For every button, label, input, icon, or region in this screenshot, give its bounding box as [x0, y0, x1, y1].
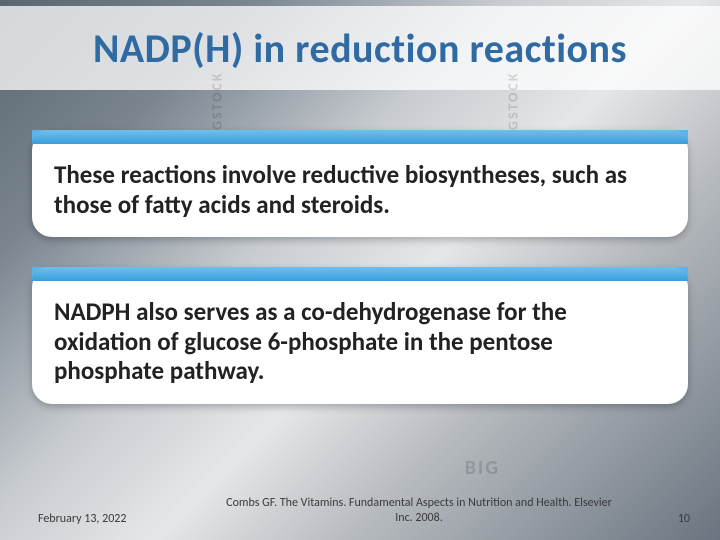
content-area: These reactions involve reductive biosyn… [0, 90, 720, 540]
card-text: These reactions involve reductive biosyn… [54, 160, 666, 219]
slide-title: NADP(H) in reduction reactions [93, 24, 627, 73]
title-band: NADP(H) in reduction reactions [0, 6, 720, 90]
footer-page-number: 10 [630, 512, 690, 526]
slide: BIGSTOCK BIGSTOCK BIG STOCK NADP(H) in r… [0, 0, 720, 540]
footer-date: February 13, 2022 [38, 512, 208, 526]
footer-citation: Combs GF. The Vitamins. Fundamental Aspe… [208, 496, 630, 526]
footer: February 13, 2022 Combs GF. The Vitamins… [0, 496, 720, 526]
content-card: NADPH also serves as a co-dehydrogenase … [32, 267, 688, 404]
card-text: NADPH also serves as a co-dehydrogenase … [54, 297, 666, 386]
content-card: These reactions involve reductive biosyn… [32, 130, 688, 237]
